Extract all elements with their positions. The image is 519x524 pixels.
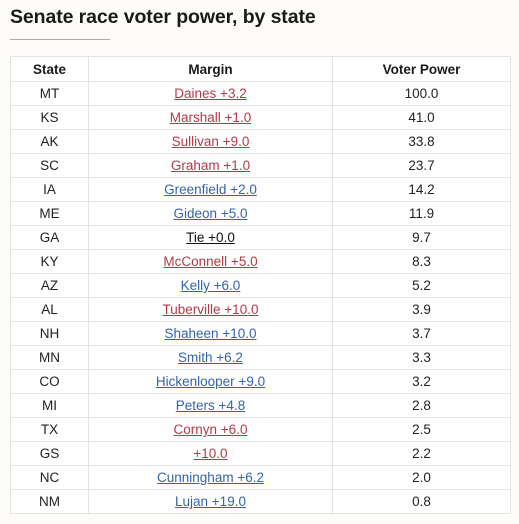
candidate-margin-link[interactable]: Sullivan +9.0 xyxy=(171,134,250,149)
voter-power-cell: 3.7 xyxy=(332,321,511,346)
table-row: MI Peters +4.8 2.8 xyxy=(10,393,511,418)
margin-cell: +10.0 xyxy=(88,441,333,466)
state-cell: NM xyxy=(10,489,89,514)
table-row: CO Hickenlooper +9.0 3.2 xyxy=(10,369,511,394)
state-cell: GA xyxy=(10,225,89,250)
margin-cell: Greenfield +2.0 xyxy=(88,177,333,202)
voter-power-table: State Margin Voter Power MT Daines +3.2 10… xyxy=(10,56,511,514)
state-cell: MT xyxy=(10,81,89,106)
table-row: KS Marshall +1.0 41.0 xyxy=(10,105,511,130)
candidate-margin-link[interactable]: McConnell +5.0 xyxy=(163,254,258,269)
table-row: AZ Kelly +6.0 5.2 xyxy=(10,273,511,298)
candidate-margin-link[interactable]: Smith +6.2 xyxy=(178,350,243,365)
margin-cell: Tuberville +10.0 xyxy=(88,297,333,322)
voter-power-cell: 3.3 xyxy=(332,345,511,370)
table-row: MT Daines +3.2 100.0 xyxy=(10,81,511,106)
table-row: MN Smith +6.2 3.3 xyxy=(10,345,511,370)
state-cell: AL xyxy=(10,297,89,322)
table-row: SC Graham +1.0 23.7 xyxy=(10,153,511,178)
state-cell: KY xyxy=(10,249,89,274)
candidate-margin-link[interactable]: Hickenlooper +9.0 xyxy=(155,374,266,389)
voter-power-cell: 23.7 xyxy=(332,153,511,178)
candidate-margin-link[interactable]: Marshall +1.0 xyxy=(169,110,252,125)
margin-cell: Hickenlooper +9.0 xyxy=(88,369,333,394)
margin-cell: Graham +1.0 xyxy=(88,153,333,178)
table-row: ME Gideon +5.0 11.9 xyxy=(10,201,511,226)
table-row: TX Cornyn +6.0 2.5 xyxy=(10,417,511,442)
page-title: Senate race voter power, by state xyxy=(10,6,316,28)
margin-cell: Peters +4.8 xyxy=(88,393,333,418)
state-cell: AZ xyxy=(10,273,89,298)
margin-cell: Sullivan +9.0 xyxy=(88,129,333,154)
candidate-margin-link[interactable]: Gideon +5.0 xyxy=(173,206,248,221)
state-cell: TX xyxy=(10,417,89,442)
state-cell: ME xyxy=(10,201,89,226)
voter-power-table-container: State Margin Voter Power MT Daines +3.2 10… xyxy=(10,56,511,514)
margin-cell: McConnell +5.0 xyxy=(88,249,333,274)
voter-power-cell: 5.2 xyxy=(332,273,511,298)
candidate-margin-link[interactable]: Tie +0.0 xyxy=(186,230,235,245)
voter-power-cell: 11.9 xyxy=(332,201,511,226)
table-row: AL Tuberville +10.0 3.9 xyxy=(10,297,511,322)
table-row: AK Sullivan +9.0 33.8 xyxy=(10,129,511,154)
table-row: IA Greenfield +2.0 14.2 xyxy=(10,177,511,202)
state-cell: SC xyxy=(10,153,89,178)
candidate-margin-link[interactable]: Cornyn +6.0 xyxy=(173,422,248,437)
margin-cell: Shaheen +10.0 xyxy=(88,321,333,346)
voter-power-cell: 2.8 xyxy=(332,393,511,418)
candidate-margin-link[interactable]: Lujan +19.0 xyxy=(175,494,246,509)
margin-cell: Cunningham +6.2 xyxy=(88,465,333,490)
candidate-margin-link[interactable]: Graham +1.0 xyxy=(170,158,251,173)
voter-power-cell: 41.0 xyxy=(332,105,511,130)
voter-power-cell: 8.3 xyxy=(332,249,511,274)
margin-cell: Smith +6.2 xyxy=(88,345,333,370)
table-row: GS +10.0 2.2 xyxy=(10,441,511,466)
voter-power-cell: 3.2 xyxy=(332,369,511,394)
candidate-margin-link[interactable]: Greenfield +2.0 xyxy=(164,182,257,197)
margin-cell: Marshall +1.0 xyxy=(88,105,333,130)
column-header-state: State xyxy=(10,56,89,82)
table-row: NM Lujan +19.0 0.8 xyxy=(10,489,511,514)
margin-cell: Tie +0.0 xyxy=(88,225,333,250)
voter-power-cell: 9.7 xyxy=(332,225,511,250)
margin-cell: Daines +3.2 xyxy=(88,81,333,106)
margin-cell: Cornyn +6.0 xyxy=(88,417,333,442)
voter-power-cell: 0.8 xyxy=(332,489,511,514)
state-cell: IA xyxy=(10,177,89,202)
state-cell: MN xyxy=(10,345,89,370)
table-row: NC Cunningham +6.2 2.0 xyxy=(10,465,511,490)
voter-power-cell: 2.0 xyxy=(332,465,511,490)
table-row: GA Tie +0.0 9.7 xyxy=(10,225,511,250)
voter-power-cell: 100.0 xyxy=(332,81,511,106)
margin-cell: Kelly +6.0 xyxy=(88,273,333,298)
table-row: NH Shaheen +10.0 3.7 xyxy=(10,321,511,346)
voter-power-cell: 14.2 xyxy=(332,177,511,202)
column-header-voter-power: Voter Power xyxy=(332,56,511,82)
column-header-margin: Margin xyxy=(88,56,333,82)
table-row: KY McConnell +5.0 8.3 xyxy=(10,249,511,274)
state-cell: CO xyxy=(10,369,89,394)
state-cell: NH xyxy=(10,321,89,346)
table-body: MT Daines +3.2 100.0 KS Marshall +1.0 41.0 AK S… xyxy=(10,81,511,514)
candidate-margin-link[interactable]: Daines +3.2 xyxy=(174,86,247,101)
voter-power-cell: 3.9 xyxy=(332,297,511,322)
candidate-margin-link[interactable]: Kelly +6.0 xyxy=(180,278,241,293)
voter-power-cell: 2.2 xyxy=(332,441,511,466)
state-cell: NC xyxy=(10,465,89,490)
candidate-margin-link[interactable]: +10.0 xyxy=(193,446,228,461)
candidate-margin-link[interactable]: Cunningham +6.2 xyxy=(157,470,264,485)
voter-power-cell: 2.5 xyxy=(332,417,511,442)
state-cell: GS xyxy=(10,441,89,466)
candidate-margin-link[interactable]: Tuberville +10.0 xyxy=(162,302,259,317)
title-divider xyxy=(10,39,110,40)
state-cell: AK xyxy=(10,129,89,154)
table-header-row: State Margin Voter Power xyxy=(10,56,511,82)
voter-power-cell: 33.8 xyxy=(332,129,511,154)
margin-cell: Lujan +19.0 xyxy=(88,489,333,514)
candidate-margin-link[interactable]: Peters +4.8 xyxy=(175,398,246,413)
state-cell: KS xyxy=(10,105,89,130)
state-cell: MI xyxy=(10,393,89,418)
margin-cell: Gideon +5.0 xyxy=(88,201,333,226)
candidate-margin-link[interactable]: Shaheen +10.0 xyxy=(164,326,257,341)
